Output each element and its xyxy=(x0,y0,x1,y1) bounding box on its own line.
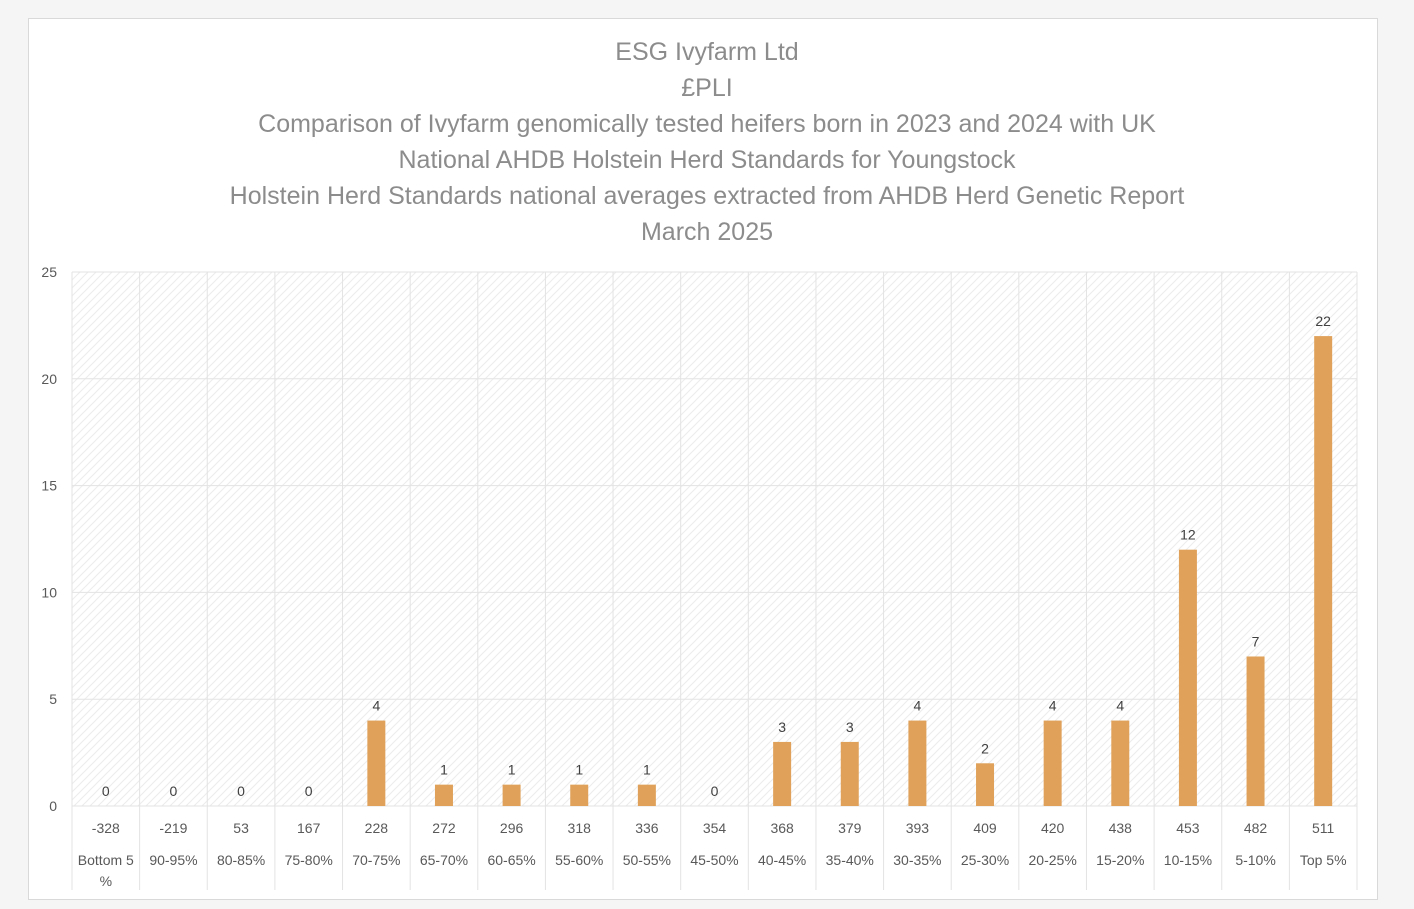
x-tick-label: -219 xyxy=(159,820,187,836)
data-label: 1 xyxy=(440,762,448,778)
data-label: 0 xyxy=(305,783,313,799)
x-group-label: 55-60% xyxy=(555,852,603,868)
x-tick-label: 354 xyxy=(703,820,727,836)
bar xyxy=(502,784,521,806)
data-label: 0 xyxy=(102,783,110,799)
x-tick-label: 272 xyxy=(432,820,456,836)
x-group-label: 50-55% xyxy=(623,852,671,868)
x-tick-label: 228 xyxy=(365,820,389,836)
bar xyxy=(976,763,995,806)
y-tick-label: 10 xyxy=(41,584,57,600)
bar xyxy=(637,784,656,806)
x-group-label: 65-70% xyxy=(420,852,468,868)
bar xyxy=(1246,656,1265,806)
data-label: 1 xyxy=(643,762,651,778)
x-tick-label: 167 xyxy=(297,820,321,836)
data-label: 22 xyxy=(1315,313,1331,329)
title-line-4: National AHDB Holstein Herd Standards fo… xyxy=(398,146,1016,174)
x-tick-label: 296 xyxy=(500,820,524,836)
data-label: 12 xyxy=(1180,527,1196,543)
bar xyxy=(840,741,859,806)
x-group-label: 40-45% xyxy=(758,852,806,868)
title-line-5: Holstein Herd Standards national average… xyxy=(229,182,1185,210)
data-label: 7 xyxy=(1252,633,1260,649)
data-label: 4 xyxy=(1049,698,1057,714)
data-label: 1 xyxy=(508,762,516,778)
x-tick-label: 511 xyxy=(1312,820,1335,836)
bar xyxy=(908,720,927,806)
x-tick-label: 53 xyxy=(233,820,249,836)
bar xyxy=(1178,549,1197,806)
y-tick-label: 5 xyxy=(49,691,57,707)
x-tick-label: 420 xyxy=(1041,820,1065,836)
title-company: ESG Ivyfarm Ltd xyxy=(615,38,799,66)
bar xyxy=(570,784,589,806)
x-tick-label: 482 xyxy=(1244,820,1268,836)
y-tick-label: 0 xyxy=(49,798,57,814)
x-group-label: 30-35% xyxy=(893,852,941,868)
data-label: 3 xyxy=(778,719,786,735)
plot-background xyxy=(72,272,1357,806)
x-group-label: 75-80% xyxy=(285,852,333,868)
bar xyxy=(1111,720,1130,806)
x-group-label: 60-65% xyxy=(487,852,535,868)
title-line-3: Comparison of Ivyfarm genomically tested… xyxy=(258,110,1156,138)
data-label: 0 xyxy=(170,783,178,799)
x-group-label: 90-95% xyxy=(149,852,197,868)
x-group-label: 35-40% xyxy=(826,852,874,868)
data-label: 3 xyxy=(846,719,854,735)
x-group-label: 5-10% xyxy=(1235,852,1275,868)
title-date: March 2025 xyxy=(640,218,774,246)
x-tick-label: -328 xyxy=(92,820,120,836)
y-tick-label: 15 xyxy=(41,478,57,494)
x-tick-label: 379 xyxy=(838,820,862,836)
x-group-label: % xyxy=(100,873,112,889)
x-group-label: 20-25% xyxy=(1029,852,1077,868)
title-metric: £PLI xyxy=(681,74,733,102)
y-tick-label: 20 xyxy=(41,371,57,387)
data-label: 4 xyxy=(372,698,380,714)
data-label: 4 xyxy=(1116,698,1124,714)
bar xyxy=(773,741,792,806)
x-group-label: Bottom 5 xyxy=(78,852,134,868)
data-label: 2 xyxy=(981,740,989,756)
bar xyxy=(367,720,386,806)
x-group-label: 15-20% xyxy=(1096,852,1144,868)
x-tick-label: 409 xyxy=(973,820,997,836)
data-label: 0 xyxy=(237,783,245,799)
data-label: 0 xyxy=(711,783,719,799)
bar xyxy=(1314,336,1333,806)
x-tick-label: 393 xyxy=(906,820,930,836)
x-tick-label: 318 xyxy=(568,820,592,836)
x-group-label: 25-30% xyxy=(961,852,1009,868)
x-tick-label: 368 xyxy=(770,820,794,836)
x-group-label: 10-15% xyxy=(1164,852,1212,868)
y-tick-label: 25 xyxy=(41,264,57,280)
x-group-label: Top 5% xyxy=(1300,852,1347,868)
x-group-label: 70-75% xyxy=(352,852,400,868)
x-tick-label: 438 xyxy=(1109,820,1133,836)
x-tick-label: 453 xyxy=(1176,820,1200,836)
data-label: 4 xyxy=(913,698,921,714)
bar xyxy=(1043,720,1062,806)
x-group-label: 80-85% xyxy=(217,852,265,868)
data-label: 1 xyxy=(575,762,583,778)
x-tick-label: 336 xyxy=(635,820,659,836)
x-group-label: 45-50% xyxy=(690,852,738,868)
bar xyxy=(434,784,453,806)
